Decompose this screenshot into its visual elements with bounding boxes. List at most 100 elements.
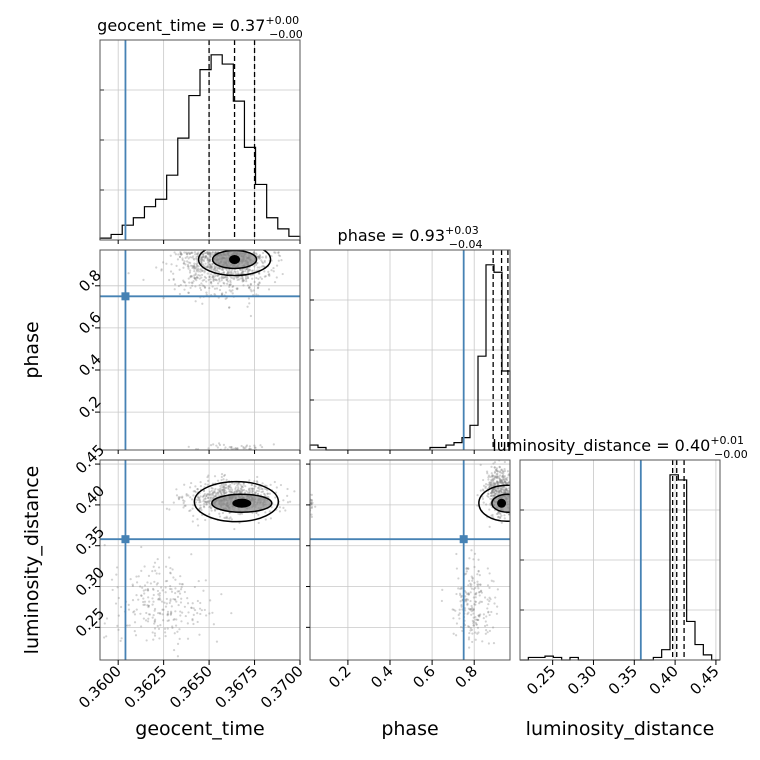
sample-point <box>247 487 251 490</box>
sample-point <box>199 267 202 271</box>
sample-point <box>490 579 493 582</box>
sample-point <box>310 498 313 502</box>
sample-point <box>186 622 189 625</box>
sample-point <box>253 480 256 483</box>
sample-point <box>231 491 234 494</box>
sample-point <box>246 270 249 273</box>
truth-marker <box>121 535 130 544</box>
sample-point <box>230 612 233 615</box>
sample-point <box>169 571 172 574</box>
sample-point <box>209 278 212 281</box>
sample-point <box>174 592 177 595</box>
sample-point <box>228 306 231 309</box>
sample-point <box>234 487 237 491</box>
sample-point <box>498 478 502 481</box>
sample-point <box>140 594 143 597</box>
sample-point <box>503 491 507 494</box>
sample-point <box>496 490 499 494</box>
sample-point <box>474 593 477 596</box>
sample-point <box>217 267 220 270</box>
sample-point <box>218 443 222 447</box>
sample-point <box>487 495 490 498</box>
sample-point <box>184 504 187 507</box>
sample-point <box>493 471 496 474</box>
sample-point <box>245 280 248 283</box>
sample-point <box>241 512 244 515</box>
sample-point <box>225 491 228 494</box>
sample-point <box>195 268 199 272</box>
sample-point <box>476 632 479 635</box>
sample-point <box>216 269 219 273</box>
sample-point <box>158 594 161 597</box>
sample-point <box>201 256 204 259</box>
sample-point <box>194 257 197 260</box>
sample-point <box>500 487 503 491</box>
sample-point <box>223 487 226 490</box>
sample-point <box>199 259 202 262</box>
sample-point <box>146 604 149 607</box>
sample-point <box>224 484 227 487</box>
sample-point <box>202 505 206 508</box>
sample-point <box>145 611 148 615</box>
sample-point <box>499 474 502 477</box>
sample-point <box>205 254 208 258</box>
sample-point <box>251 269 255 272</box>
sample-point <box>256 261 259 265</box>
histogram-panel-geocent_time: geocent_time = 0.37+0.00 −0.00 <box>97 14 303 241</box>
sample-point <box>183 251 186 254</box>
sample-point <box>270 269 273 272</box>
sample-point <box>216 491 220 494</box>
sample-point <box>254 252 258 255</box>
sample-point <box>229 281 232 284</box>
axes-frame <box>99 249 301 451</box>
sample-point <box>233 490 236 494</box>
sample-point <box>103 544 106 547</box>
sample-point <box>193 608 197 612</box>
sample-point <box>512 484 514 486</box>
sample-point <box>486 607 489 610</box>
y-tick-label: 0.35 <box>72 523 108 559</box>
sample-point <box>472 624 475 627</box>
sample-point <box>242 447 245 450</box>
sample-point <box>507 490 510 493</box>
sample-point <box>183 288 186 291</box>
sample-point <box>498 489 501 492</box>
sample-point <box>249 487 252 490</box>
sample-point <box>502 491 505 494</box>
sample-point <box>490 480 493 483</box>
sample-point <box>268 274 271 277</box>
sample-point <box>473 565 476 569</box>
sample-point <box>497 475 500 478</box>
sample-point <box>231 292 234 295</box>
sample-point <box>466 592 469 596</box>
sample-point <box>507 487 510 490</box>
sample-point <box>222 488 225 492</box>
sample-point <box>233 527 236 531</box>
sample-point <box>211 251 214 254</box>
sample-point <box>441 588 444 591</box>
sample-point <box>474 638 477 641</box>
sample-point <box>169 585 172 588</box>
sample-point <box>209 266 212 269</box>
sample-point <box>180 620 183 623</box>
sample-point <box>230 518 233 521</box>
sample-point <box>263 493 267 496</box>
sample-point <box>261 487 264 491</box>
sample-point <box>166 579 169 583</box>
sample-point <box>486 598 489 601</box>
sample-point <box>487 492 490 496</box>
sample-point <box>496 605 499 608</box>
sample-point <box>469 629 472 632</box>
sample-point <box>479 489 482 492</box>
sample-point <box>207 474 210 477</box>
sample-point <box>264 256 268 259</box>
sample-point <box>218 490 221 493</box>
sample-point <box>230 447 233 450</box>
sample-point <box>210 264 213 268</box>
sample-point <box>168 278 171 282</box>
sample-point <box>483 624 487 628</box>
sample-point <box>213 509 217 512</box>
sample-point <box>213 287 217 290</box>
sample-point <box>487 610 490 613</box>
sample-point <box>166 612 170 616</box>
